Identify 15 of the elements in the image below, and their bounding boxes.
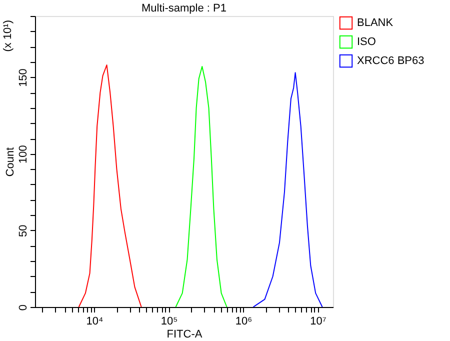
x-tick-label: 10⁴: [86, 316, 104, 328]
y-axis-title: Count: [4, 147, 16, 177]
y-tick-label: 150: [18, 68, 30, 87]
x-axis-title: FITC-A: [166, 328, 203, 340]
y-tick-label: 50: [18, 224, 30, 238]
x-tick-label: 10⁵: [160, 316, 178, 328]
legend-label: XRCC6 BP63: [357, 55, 424, 67]
chart-title: Multi-sample : P1: [142, 2, 226, 14]
text: (x 10¹): [2, 20, 14, 52]
legend-label: ISO: [357, 36, 376, 48]
x-tick-label: 10⁶: [235, 316, 252, 328]
y-tick-label: 100: [18, 145, 30, 164]
x-tick-label: 10⁷: [310, 316, 326, 328]
legend-label: BLANK: [357, 17, 394, 29]
y-tick-label: 0: [18, 304, 30, 311]
